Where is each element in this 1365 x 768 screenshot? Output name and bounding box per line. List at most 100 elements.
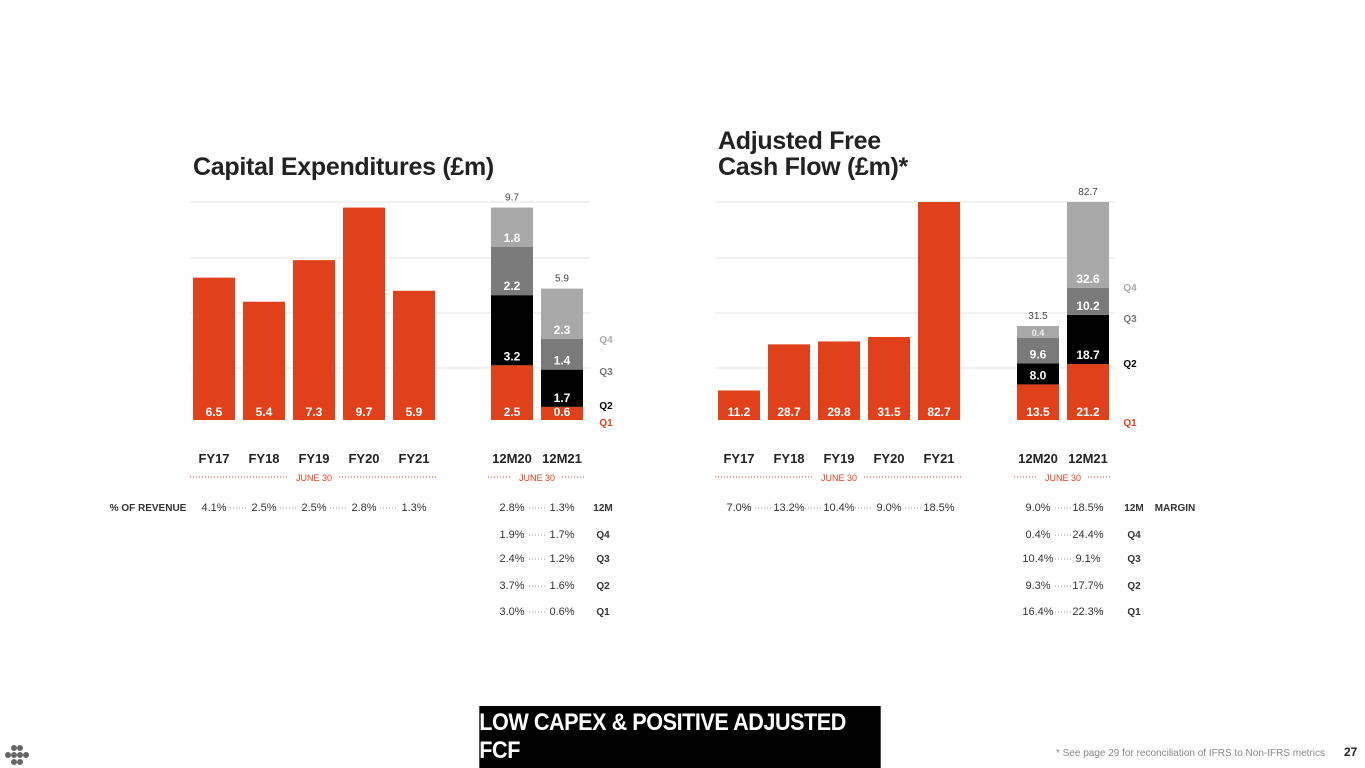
table-value: 3.0%	[499, 606, 524, 618]
bar-FY19	[293, 260, 335, 420]
category-label: 12M21	[1068, 451, 1108, 466]
june-30-label: JUNE 30	[821, 473, 857, 483]
table-value: 9.0%	[1025, 502, 1050, 514]
stack-label: 2.3	[554, 323, 571, 337]
stack-label: 1.8	[504, 231, 521, 245]
table-row-label: 12M	[593, 503, 612, 514]
stack-12M20-Q1	[491, 365, 533, 420]
fcf-title-line2: Cash Flow (£m)*	[718, 153, 908, 181]
quarter-legend-Q3: Q3	[1123, 314, 1137, 325]
table-value: 18.5%	[1072, 502, 1103, 514]
quarter-legend-Q1: Q1	[599, 418, 613, 429]
stack-12M21-Q1	[1067, 364, 1109, 420]
bar-label: 82.7	[927, 405, 951, 419]
table-value: 9.3%	[1025, 580, 1050, 592]
stack-label: 8.0	[1030, 368, 1047, 382]
table-value: 16.4%	[1022, 606, 1053, 618]
page-number: 27	[1344, 745, 1358, 759]
category-label: FY19	[823, 451, 854, 466]
table-value: 10.4%	[823, 502, 854, 514]
bar-FY21	[918, 202, 960, 420]
bar-FY19	[818, 341, 860, 420]
june-30-label: JUNE 30	[1045, 473, 1081, 483]
table-value: 0.6%	[549, 606, 574, 618]
table-value: 7.0%	[726, 502, 751, 514]
quarter-legend-Q3: Q3	[599, 367, 613, 378]
stack-12M20-Q3	[1017, 338, 1059, 364]
stack-12M20-Q4	[1017, 326, 1059, 339]
stack-label: 0.6	[554, 405, 571, 419]
bar-label: 6.5	[206, 405, 223, 419]
quarter-legend-Q4: Q4	[599, 335, 613, 346]
table-value: 2.5%	[301, 502, 326, 514]
stack-label: 0.4	[1032, 328, 1045, 338]
stack-total: 9.7	[505, 193, 519, 204]
bar-label: 28.7	[777, 405, 801, 419]
capex-title: Capital Expenditures (£m)	[193, 153, 494, 181]
table-value: 9.1%	[1075, 553, 1100, 565]
stack-12M20-Q2	[491, 295, 533, 366]
table-value: 9.0%	[876, 502, 901, 514]
table-value: 1.3%	[549, 502, 574, 514]
stack-12M20-Q2	[1017, 363, 1059, 385]
table-value: 2.5%	[251, 502, 276, 514]
bar-label: 31.5	[877, 405, 901, 419]
bar-FY21	[393, 290, 435, 420]
quarter-legend-Q1: Q1	[1123, 418, 1137, 429]
quarter-legend-Q4: Q4	[1123, 283, 1137, 294]
stack-12M21-Q1	[541, 406, 583, 420]
table-value: 10.4%	[1022, 553, 1053, 565]
bar-FY20	[868, 336, 910, 420]
bar-label: 9.7	[356, 405, 373, 419]
stack-12M20-Q1	[1017, 384, 1059, 420]
table-value: 1.6%	[549, 580, 574, 592]
bar-FY17	[718, 390, 760, 420]
june-30-label: JUNE 30	[519, 473, 555, 483]
table-value: 1.2%	[549, 553, 574, 565]
fcf-title-line1: Adjusted Free	[718, 127, 881, 155]
stack-12M20-Q3	[491, 246, 533, 296]
logo-dot	[23, 752, 29, 758]
logo-dot	[17, 759, 23, 765]
category-label: FY19	[298, 451, 329, 466]
bar-FY20	[343, 207, 385, 420]
table-row-label: 12M	[1124, 503, 1143, 514]
table-value: 2.8%	[351, 502, 376, 514]
table-value: 1.3%	[401, 502, 426, 514]
table-row-label: Q3	[596, 554, 610, 565]
stack-12M21-Q3	[541, 338, 583, 370]
stack-total: 5.9	[555, 274, 569, 285]
logo-dot	[11, 752, 17, 758]
bar-label: 5.9	[406, 405, 423, 419]
table-value: 3.7%	[499, 580, 524, 592]
stack-label: 2.2	[504, 279, 521, 293]
table-row-label: MARGIN	[1155, 503, 1196, 514]
june-30-label: JUNE 30	[296, 473, 332, 483]
bar-FY18	[768, 344, 810, 420]
stack-12M20-Q4	[491, 207, 533, 247]
table-value: 13.2%	[773, 502, 804, 514]
logo-dot	[17, 752, 23, 758]
category-label: FY20	[873, 451, 904, 466]
category-label: FY21	[398, 451, 429, 466]
table-row-label: Q2	[1127, 581, 1141, 592]
category-label: FY21	[923, 451, 954, 466]
quarter-legend-Q2: Q2	[1123, 359, 1137, 370]
table-value: 2.8%	[499, 502, 524, 514]
stack-total: 82.7	[1078, 187, 1098, 198]
category-label: FY17	[723, 451, 754, 466]
table-value: 1.9%	[499, 529, 524, 541]
table-row-label: Q1	[1127, 607, 1141, 618]
stack-12M21-Q4	[541, 288, 583, 339]
table-value: 2.4%	[499, 553, 524, 565]
stack-label: 1.7	[554, 391, 571, 405]
bar-label: 29.8	[827, 405, 851, 419]
stack-label: 32.6	[1076, 272, 1100, 286]
bar-label: 11.2	[728, 405, 751, 419]
table-row-label: Q4	[596, 530, 610, 541]
stack-label: 3.2	[504, 349, 521, 363]
category-label: FY18	[248, 451, 279, 466]
stack-label: 18.7	[1076, 348, 1100, 362]
logo-dot	[5, 752, 11, 758]
